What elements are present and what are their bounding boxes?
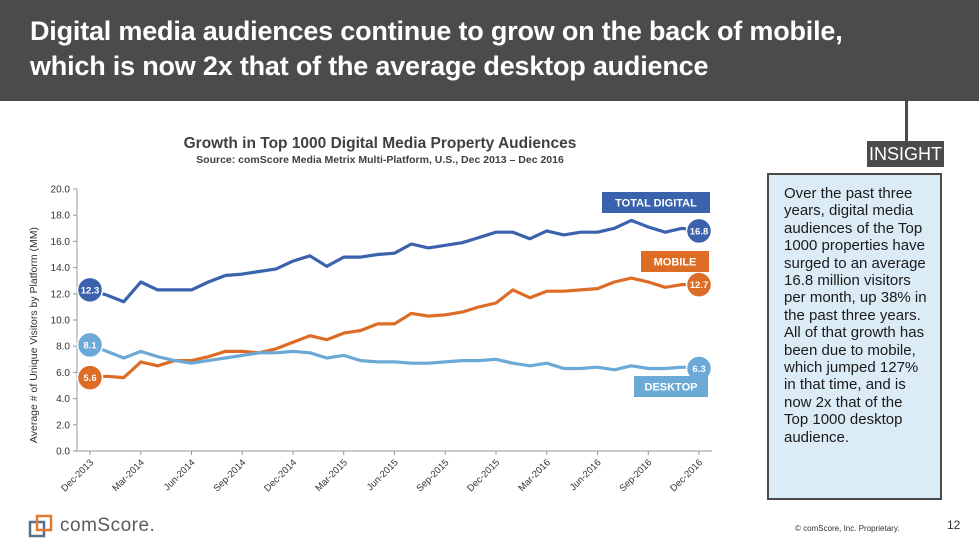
x-tick-label: Dec-2015 (465, 457, 502, 494)
x-tick-label: Dec-2016 (668, 457, 705, 494)
y-axis-label: Average # of Unique Visitors by Platform… (28, 227, 40, 443)
series-line-mobile (89, 276, 699, 380)
x-tick-label: Mar-2016 (516, 457, 553, 494)
x-tick-label: Dec-2014 (262, 457, 299, 494)
x-tick-label: Sep-2016 (617, 457, 654, 494)
copyright-notice: © comScore, Inc. Proprietary. (795, 524, 900, 533)
series-lines (89, 218, 700, 380)
y-tick-label: 6.0 (56, 368, 70, 379)
legend-box-total-digital (602, 192, 710, 213)
desktop-start-value-label: 8.1 (83, 340, 97, 351)
total-digital-start-marker (76, 276, 104, 304)
mobile-end-value-label: 12.7 (690, 280, 709, 291)
y-tick-label: 12.0 (51, 289, 71, 300)
comscore-logo-text: comScore. (60, 515, 156, 536)
x-tick-label: Jun-2016 (568, 457, 604, 493)
page-number: 12 (947, 518, 961, 532)
total-digital-end-marker (685, 217, 713, 245)
desktop-start-marker (76, 331, 104, 359)
slide-title-line-2: which is now 2x that of the average desk… (30, 51, 709, 81)
y-tick-label: 20.0 (51, 185, 71, 196)
y-tick-label: 10.0 (51, 316, 71, 327)
x-tick-label: Mar-2015 (313, 457, 350, 494)
y-tick-label: 18.0 (51, 211, 71, 222)
series-line-desktop (89, 343, 700, 372)
slide-title: Digital media audiences continue to grow… (30, 14, 950, 84)
insight-box: Over the past three years, digital media… (767, 173, 942, 500)
x-tick-label: Jun-2015 (365, 457, 401, 493)
chart-subtitle: Source: comScore Media Metrix Multi-Plat… (196, 154, 564, 166)
insight-tab-label: INSIGHT (867, 141, 944, 167)
y-tick-label: 8.0 (56, 342, 70, 353)
x-tick-label: Sep-2015 (414, 457, 451, 494)
comscore-logo-icon (28, 514, 53, 538)
mobile-end-marker (685, 271, 713, 298)
total-digital-start-value-label: 12.3 (81, 285, 100, 296)
mobile-start-marker (76, 364, 104, 391)
x-tick-label: Jun-2014 (162, 457, 198, 493)
chart-title: Growth in Top 1000 Digital Media Propert… (184, 135, 577, 152)
x-tick-label: Sep-2014 (211, 457, 248, 494)
y-tick-label: 16.0 (51, 237, 71, 248)
y-tick-label: 4.0 (56, 394, 70, 405)
header-bar: Digital media audiences continue to grow… (0, 0, 979, 101)
total-digital-end-value-label: 16.8 (690, 226, 709, 237)
x-tick-label: Mar-2014 (110, 457, 147, 494)
legend-box-mobile (641, 251, 709, 272)
legend-box-desktop (634, 376, 708, 397)
insight-text: Over the past three years, digital media… (784, 185, 927, 446)
slide-title-line-1: Digital media audiences continue to grow… (30, 16, 843, 46)
series-badges: 12.3 16.8 5.6 12.7 8.1 6.3 TOTAL DIGITAL MOBILE… (76, 192, 713, 397)
chart-axes: 0.0 2.0 4.0 6.0 8.0 10.0 12.0 14.0 16.0 18.0 20.0 D… (51, 185, 712, 494)
line-chart: Growth in Top 1000 Digital Media Propert… (28, 135, 713, 494)
legend-label-total-digital: TOTAL DIGITAL (615, 198, 697, 210)
y-tick-label: 14.0 (51, 263, 71, 274)
series-line-total-digital (89, 218, 700, 304)
desktop-end-value-label: 6.3 (692, 364, 705, 375)
legend-label-desktop: DESKTOP (645, 382, 698, 394)
insight-connector-line (905, 101, 908, 141)
mobile-start-value-label: 5.6 (83, 373, 96, 384)
legend-label-mobile: MOBILE (654, 257, 697, 269)
y-tick-label: 2.0 (56, 420, 70, 431)
y-tick-label: 0.0 (56, 447, 70, 458)
x-tick-label: Dec-2013 (59, 457, 96, 494)
